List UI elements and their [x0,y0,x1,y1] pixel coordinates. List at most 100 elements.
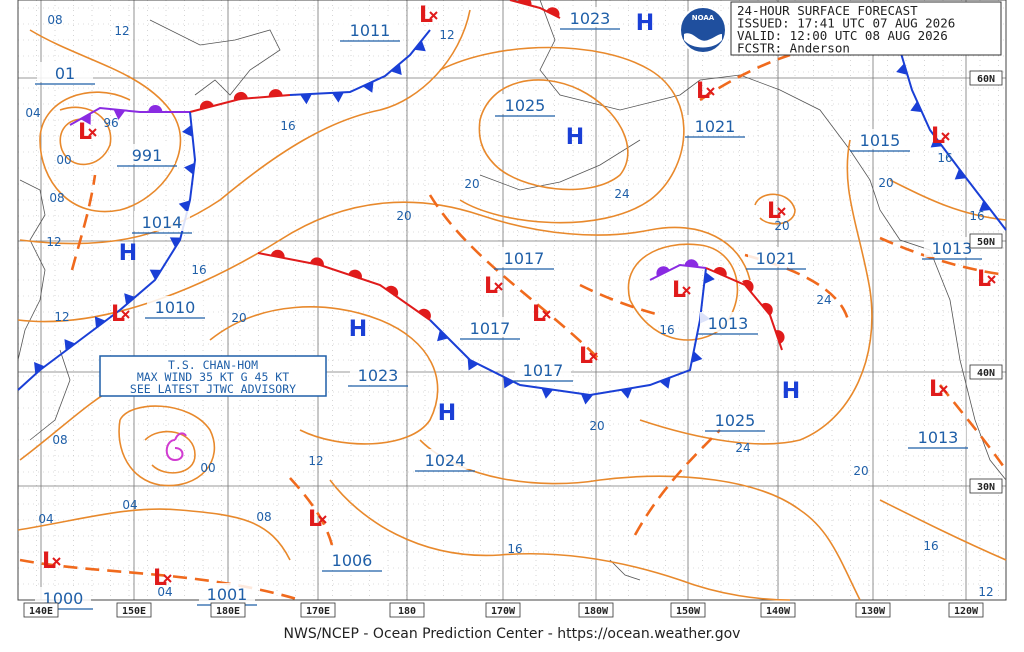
warm-front-symbol [713,267,727,277]
header-line: VALID: 12:00 UTC 08 AUG 2026 [737,28,948,43]
low-marker [589,352,598,361]
low-center: L [931,124,945,149]
low-marker [429,11,438,20]
lon-label-bg [670,602,706,618]
fronts [17,0,1007,405]
pressure-label: 1023 [570,9,611,28]
storm-line: MAX WIND 35 KT G 45 KT [137,370,289,384]
warm-front-symbol [546,7,560,18]
lon-label: 170W [491,606,516,617]
warm-front-symbol [233,91,248,100]
pressure-label-bg [417,449,473,469]
isobar-label: 12 [308,454,323,468]
pressure-label-bg [748,247,804,267]
low-center: L [111,302,125,327]
isobar [627,243,739,341]
isobar [639,139,873,445]
map-frame [17,0,1007,601]
cold-front-symbol [183,162,195,175]
low-marker [542,310,551,319]
storm-line: T.S. CHAN-HOM [168,358,258,372]
front-line [289,29,431,96]
pressure-label: 1015 [860,131,901,150]
low-center: L [672,278,686,303]
cold-front-symbol [704,272,715,284]
isobar-label: 12 [114,24,129,38]
lon-label: 140E [29,606,53,617]
isobar-label: 24 [816,293,831,307]
pressure-label: 1006 [332,551,373,570]
trough [879,236,1007,277]
pressure-label: 1023 [358,366,399,385]
isobar-label: 04 [122,498,137,512]
isobar [754,193,796,225]
pressure-label: 1017 [523,361,564,380]
pressure-label-bg [687,115,743,135]
low-center: L [484,274,498,299]
pressure-label-bg [35,587,91,607]
cold-front-symbol [437,329,449,342]
pressure-label-bg [324,549,380,569]
coastline [479,139,641,191]
pressure-label: 1011 [350,21,391,40]
pressure-label: 1013 [918,428,959,447]
pressure-label-bg [515,359,571,379]
storm-box-frame [99,355,327,397]
lon-label: 130W [861,606,886,617]
low-center: L [579,344,593,369]
tropical-storm-symbol [165,432,187,462]
isobar [209,306,439,445]
pressure-label: 1021 [756,249,797,268]
isobar-label: 96 [103,116,118,130]
lon-label-bg [948,602,984,618]
isobar-label: 00 [56,153,71,167]
isobar-label: 08 [49,191,64,205]
isobar-label: 04 [25,106,40,120]
isobar-label: 08 [52,433,67,447]
lon-label: 170E [306,606,330,617]
pressure-label-bg [462,317,518,337]
isobar-label: 16 [937,151,952,165]
header-line: FCSTR: Anderson [737,41,850,56]
cold-front-symbol [954,168,967,180]
high-center: H [636,11,654,36]
cold-front-symbol [94,316,106,328]
lon-label-bg [389,602,425,618]
cold-front-symbol [580,393,593,405]
low-marker [318,515,327,524]
high-center: H [119,241,137,266]
pressure-label-bg [350,364,406,384]
cold-front-symbol [169,237,182,248]
low-center: L [42,549,56,574]
lat-label: 60N [977,74,995,85]
isobars [17,9,1007,601]
lat-label-bg [969,478,1003,494]
pressure-label: 1013 [932,239,973,258]
trough [579,283,661,317]
trough [633,429,721,536]
high-center: H [349,317,367,342]
lat-label-bg [969,233,1003,249]
pressure-label: 1025 [505,96,546,115]
warm-front-symbol [348,269,362,279]
low-center: L [977,267,991,292]
lon-label-bg [300,602,336,618]
isobar [118,405,216,487]
cold-front-symbol [467,358,479,371]
isobar [17,201,751,323]
coastlines [17,0,1007,581]
low-marker [939,385,948,394]
pressure-label: 1017 [470,319,511,338]
pressure-label-bg [852,129,908,149]
isobar-label: 08 [256,510,271,524]
logo-text: NOAA [692,14,715,22]
cold-front-symbol [182,124,193,137]
low-marker [494,282,503,291]
isobar-label: 00 [200,461,215,475]
cold-front-symbol [113,109,126,120]
pressure-label-bg [119,144,175,164]
warm-front-symbol [268,89,283,97]
lon-label-bg [210,602,246,618]
